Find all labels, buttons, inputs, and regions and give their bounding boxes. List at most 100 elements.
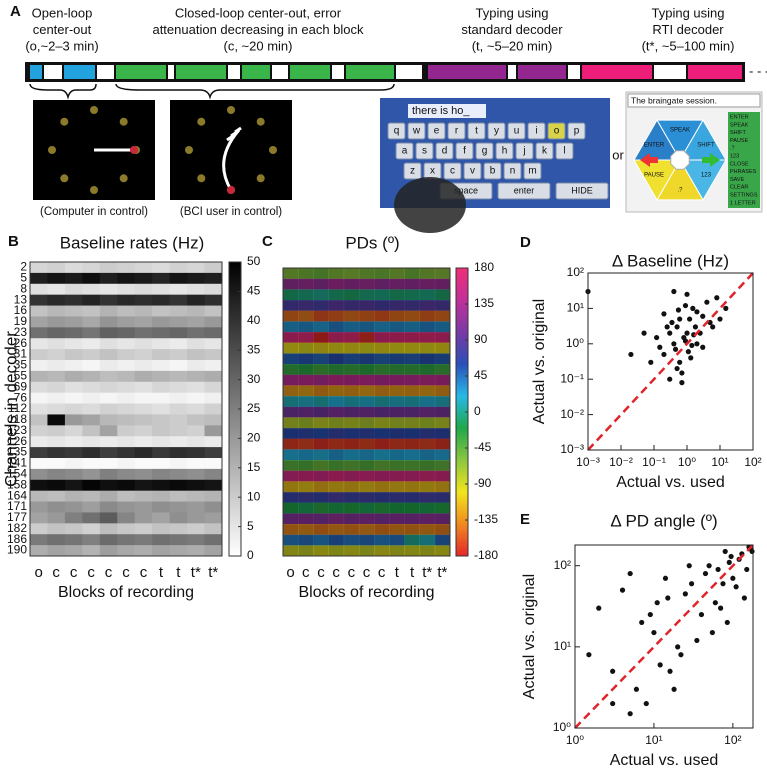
key <box>507 122 526 140</box>
point <box>694 637 700 644</box>
column-label: t <box>159 564 164 581</box>
heatmap-cell <box>374 321 390 333</box>
heatmap-cell <box>82 327 101 339</box>
point <box>667 376 673 382</box>
point <box>684 330 690 336</box>
heatmap-cell <box>419 374 436 386</box>
heatmap-cell <box>328 438 345 450</box>
column-label: t <box>410 564 415 581</box>
heatmap-cell <box>374 513 390 525</box>
wheel-label: SHIFT <box>697 143 715 149</box>
heatmap-cell <box>82 501 101 513</box>
chart-title: PDs (º) <box>345 233 399 252</box>
heatmap-cell <box>204 327 223 339</box>
key <box>443 162 462 180</box>
heatmap-cell <box>47 316 66 328</box>
typed-text: there is ho_ <box>412 105 470 117</box>
heatmap-cell <box>99 523 118 535</box>
heatmap-cell <box>134 414 153 426</box>
y-axis-title: Actual vs. original <box>531 299 548 424</box>
point <box>677 359 683 365</box>
heatmap-cell <box>283 481 299 493</box>
heatmap-cell <box>313 481 329 493</box>
heatmap-cell <box>404 438 421 450</box>
heatmap-cell <box>134 262 153 274</box>
key <box>463 162 482 180</box>
heatmap-cell <box>358 289 375 301</box>
point <box>633 686 640 692</box>
key-label: r <box>455 126 459 137</box>
key-label: l <box>563 146 565 157</box>
colorbar-tick-label: -135 <box>474 512 498 526</box>
heatmap-cell <box>204 425 223 437</box>
heatmap-cell <box>328 310 345 322</box>
menu <box>728 112 760 208</box>
menu-item: SPEAK <box>730 122 749 128</box>
point <box>643 700 649 707</box>
heatmap-cell <box>82 512 101 524</box>
heatmap-cell <box>169 534 188 546</box>
heatmap-cell <box>389 481 405 493</box>
heatmap-cell <box>404 460 421 472</box>
heatmap-cell <box>328 470 345 482</box>
heatmap-cell <box>47 381 66 394</box>
heatmap-cell <box>64 523 83 535</box>
heatmap-cell <box>204 370 223 383</box>
heatmap-cell <box>374 364 390 376</box>
point <box>675 307 682 313</box>
heatmap-cell <box>99 447 118 459</box>
heatmap-cell <box>47 490 66 502</box>
key-label: m <box>528 166 536 177</box>
heatmap-cell <box>313 545 329 557</box>
point <box>700 313 706 319</box>
heatmap-cell <box>404 310 421 322</box>
target <box>60 117 69 126</box>
heatmap-cell <box>169 436 188 448</box>
heatmap-cell <box>30 545 48 557</box>
heatmap-cell <box>358 310 375 322</box>
heatmap-cell <box>64 316 83 328</box>
heatmap-cell <box>419 460 436 472</box>
heatmap-cell <box>82 468 101 481</box>
heatmap-cell <box>313 449 329 461</box>
heatmap-cell <box>313 417 329 429</box>
heatmap-cell <box>283 385 299 397</box>
heatmap-cell <box>358 321 375 333</box>
heatmap-cell <box>134 370 153 383</box>
point <box>723 305 729 311</box>
heatmap-cell <box>64 414 83 426</box>
heatmap-cell <box>404 534 421 546</box>
timeline-block <box>654 65 686 79</box>
point <box>702 570 709 577</box>
colorbar-tick-label: 50 <box>247 254 261 268</box>
key-label: p <box>574 126 580 137</box>
heatmap-cell <box>419 268 436 280</box>
heatmap-cell <box>204 349 223 361</box>
key <box>535 142 554 160</box>
heatmap-cell <box>99 545 118 557</box>
point <box>710 324 716 330</box>
heatmap-cell <box>389 470 405 482</box>
heatmap-cell <box>82 360 101 372</box>
target <box>119 117 128 126</box>
or-label: or <box>612 147 624 162</box>
block-header: (t, ~5–20 min) <box>472 38 553 53</box>
heatmap-cell <box>358 545 375 557</box>
heatmap-cell <box>283 438 299 450</box>
heatmap-cell <box>64 360 83 372</box>
heatmap-cell <box>328 278 345 290</box>
key-label: o <box>554 126 560 137</box>
heatmap-cell <box>82 414 101 426</box>
row-label: 171 <box>7 499 27 513</box>
heatmap-cell <box>343 438 360 450</box>
heatmap-cell <box>343 332 360 344</box>
heatmap-cell <box>283 545 299 557</box>
heatmap-cell <box>434 417 451 429</box>
key-label: v <box>470 166 475 177</box>
panel-letter: E <box>520 511 530 528</box>
heatmap-cell <box>169 545 188 557</box>
heatmap-cell <box>298 268 314 280</box>
heatmap-cell <box>419 502 436 514</box>
heatmap-cell <box>152 360 171 372</box>
braingate-title: The braingate session. <box>631 95 717 105</box>
